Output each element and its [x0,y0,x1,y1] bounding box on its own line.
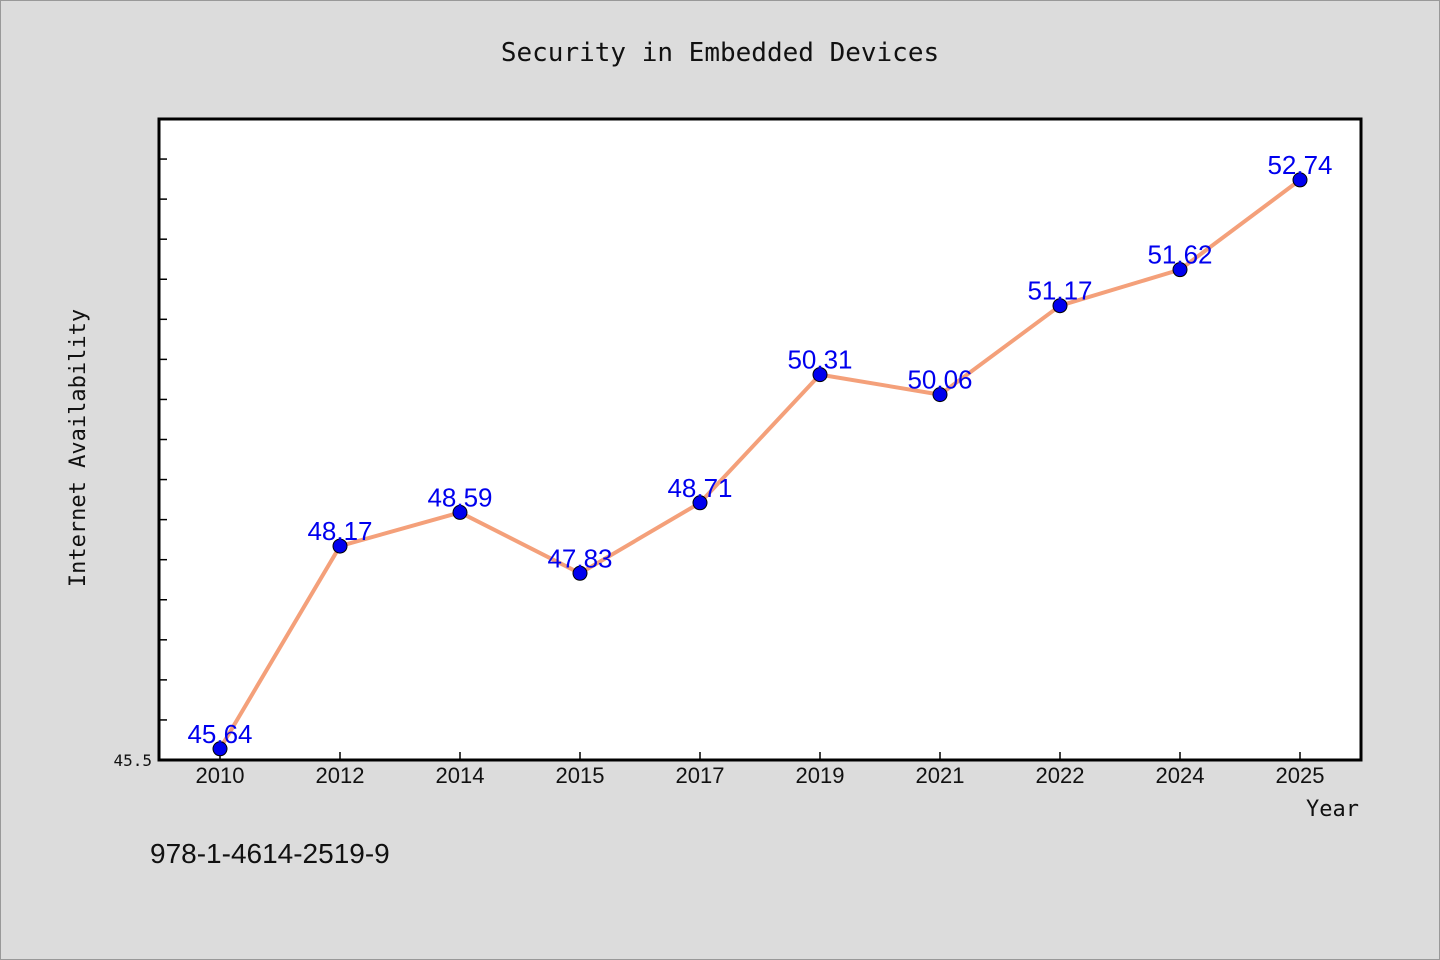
data-label: 47.83 [547,543,612,573]
x-axis-label: Year [1306,797,1359,822]
x-tick-label: 2025 [1276,763,1325,788]
x-tick-label: 2012 [316,763,365,788]
x-tick-label: 2022 [1036,763,1085,788]
data-point-marker [1292,172,1308,188]
x-tick-label: 2019 [796,763,845,788]
chart-title: Security in Embedded Devices [501,38,939,68]
data-label: 50.31 [787,345,852,375]
data-point-marker [1052,298,1068,314]
x-tick-label: 2015 [556,763,605,788]
data-point-marker [452,504,468,520]
data-point-marker [812,367,828,383]
data-label: 51.17 [1027,276,1092,306]
y-tick-label: 45.5 [113,751,152,770]
x-tick-label: 2024 [1156,763,1205,788]
x-tick-label: 2017 [676,763,725,788]
data-point-marker [572,565,588,581]
series-markers [212,172,1308,757]
y-axis-ticks [159,158,167,721]
data-labels: 45.64 48.17 48.59 47.83 48.71 50.31 50.0… [187,150,1332,749]
data-point-marker [332,538,348,554]
x-axis-tick-labels: 2010 2012 2014 2015 2017 2019 2021 2022 … [196,763,1325,788]
data-label: 50.06 [907,365,972,395]
footer-isbn-text: 978-1-4614-2519-9 [150,838,390,869]
series-line [218,177,1302,751]
x-tick-label: 2014 [436,763,485,788]
x-tick-label: 2021 [916,763,965,788]
data-label: 45.64 [187,719,252,749]
data-point-marker [932,387,948,403]
x-tick-label: 2010 [196,763,245,788]
data-label: 52.74 [1267,150,1332,180]
data-point-marker [692,495,708,511]
data-label: 51.62 [1147,240,1212,270]
y-axis-tick-labels: 45.5 [113,751,152,770]
data-point-marker [1172,262,1188,278]
data-label: 48.71 [667,473,732,503]
data-label: 48.59 [427,482,492,512]
data-point-marker [212,741,228,757]
y-axis-label: Internet Availability [66,309,91,587]
data-label: 48.17 [307,516,372,546]
